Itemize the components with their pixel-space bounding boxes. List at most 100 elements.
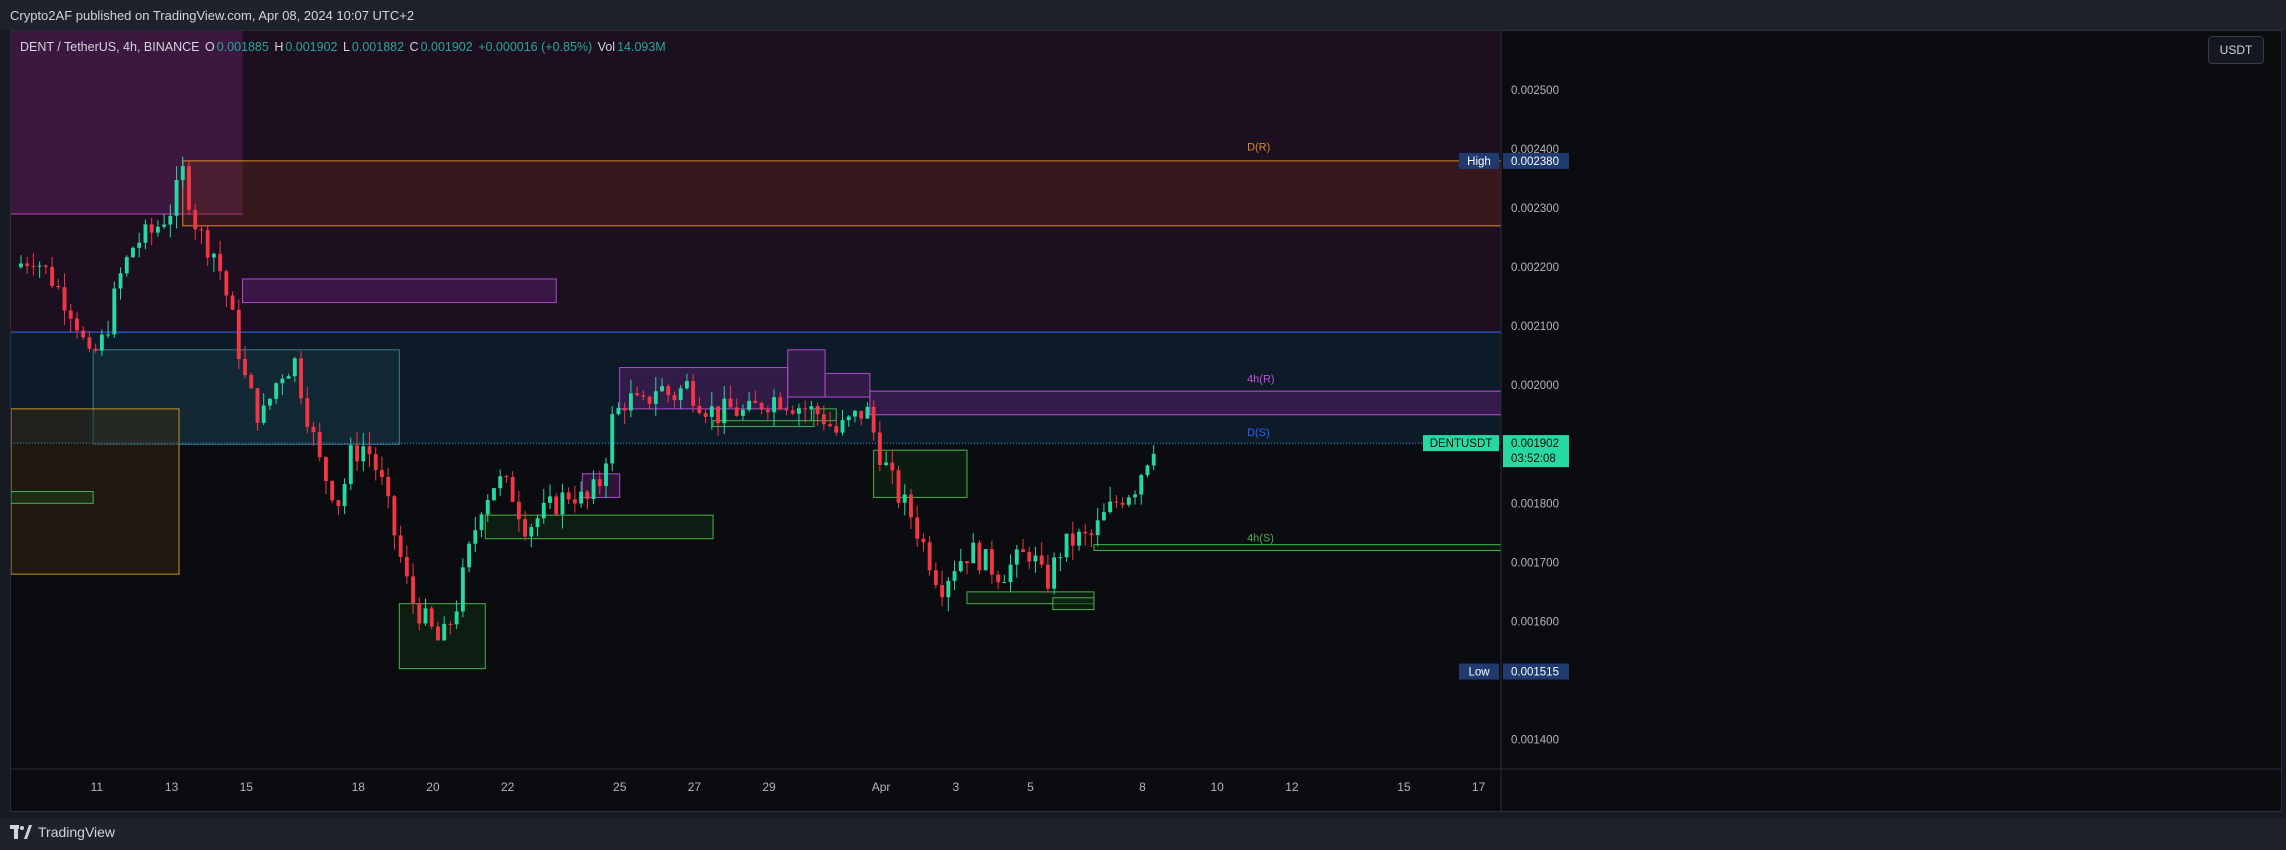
candle-body-17: [124, 257, 129, 274]
candle-body-59: [386, 476, 391, 497]
zone-20: [1093, 544, 1501, 551]
candle-body-9: [75, 318, 79, 331]
candle-body-18: [131, 247, 135, 258]
candle-body-3: [37, 265, 42, 267]
x-tick-label-14: 12: [1285, 780, 1299, 794]
x-tick-label-3: 18: [352, 780, 366, 794]
candle-body-166: [1052, 557, 1057, 589]
candle-body-169: [1070, 533, 1075, 546]
candle-body-138: [877, 432, 882, 465]
legend-open-value: 0.001885: [216, 40, 269, 54]
candle-body-117: [747, 400, 752, 410]
candle-body-106: [678, 388, 683, 401]
candle-body-151: [958, 561, 963, 572]
candle-body-66: [429, 608, 434, 627]
y-tick-label-7: 0.001700: [1511, 557, 1559, 569]
candle-body-28: [193, 209, 198, 230]
candle-body-165: [1045, 564, 1050, 589]
candle-body-150: [952, 571, 957, 581]
candle-body-43: [286, 376, 291, 379]
price-tag-bg-1: [1459, 663, 1499, 680]
price-tag-bg-0: [1459, 152, 1499, 169]
currency-button[interactable]: USDT: [2208, 36, 2264, 64]
candle-body-101: [647, 396, 652, 404]
candlestick-chart[interactable]: D(R)4h(R)D(S)4h(S)0.0025000.0024000.0023…: [11, 31, 2281, 811]
candle-body-100: [641, 395, 646, 397]
x-tick-label-9: Apr: [872, 780, 891, 794]
candle-body-75: [485, 500, 490, 515]
candle-body-5: [50, 266, 55, 287]
legend-open-label: O: [204, 40, 215, 54]
candle-body-103: [660, 386, 664, 392]
candle-body-51: [336, 500, 341, 507]
candle-body-122: [778, 397, 783, 410]
candle-body-173: [1095, 520, 1100, 536]
tradingview-logo[interactable]: TradingView: [10, 824, 115, 840]
candle-body-27: [187, 166, 191, 210]
zone-border-10: [581, 473, 621, 498]
candle-body-74: [479, 514, 484, 531]
candle-body-163: [1033, 555, 1038, 562]
zone-7: [11, 491, 94, 504]
current-price-bg: [1503, 435, 1569, 468]
candle-body-110: [703, 413, 708, 417]
candle-body-181: [1145, 465, 1150, 476]
candle-body-39: [261, 405, 266, 423]
candle-body-105: [672, 395, 677, 401]
x-tick-label-7: 27: [688, 780, 702, 794]
candle-body-161: [1021, 549, 1025, 553]
candle-body-19: [137, 242, 142, 248]
candle-body-58: [380, 470, 384, 477]
x-tick-label-8: 29: [762, 780, 776, 794]
candle-body-128: [815, 406, 820, 415]
candle-body-140: [890, 462, 895, 471]
candle-body-57: [373, 454, 378, 471]
tradingview-logo-text: TradingView: [38, 824, 116, 840]
x-tick-label-11: 5: [1027, 780, 1034, 794]
x-tick-label-10: 3: [952, 780, 959, 794]
candle-body-4: [43, 265, 48, 267]
legend-low-value: 0.001882: [351, 40, 405, 54]
candle-body-55: [361, 446, 366, 462]
zone-18: [966, 591, 1094, 604]
candle-body-145: [921, 538, 926, 543]
candle-body-31: [211, 253, 216, 258]
candle-body-77: [498, 476, 503, 489]
y-tick-label-8: 0.001600: [1511, 616, 1559, 628]
publish-header: Crypto2AF published on TradingView.com, …: [0, 0, 2286, 30]
candle-body-172: [1089, 533, 1094, 536]
candle-body-11: [87, 337, 92, 349]
chart-area[interactable]: D(R) 4h(R) D(S) 4h(S) 0.002500 0.002400 0.0023…: [10, 30, 2282, 812]
zone-border-6: [11, 408, 180, 575]
candle-body-98: [628, 393, 633, 411]
zone-9: [485, 515, 714, 539]
candle-body-120: [765, 409, 770, 413]
zone-2: [182, 160, 1502, 226]
candle-body-134: [853, 410, 857, 417]
zone-13: [825, 373, 870, 398]
zone-annotation-3: 4h(S): [1247, 533, 1274, 545]
candle-body-152: [965, 561, 969, 564]
zone-3: [242, 278, 557, 303]
candle-body-69: [448, 623, 453, 625]
ohlc-legend: DENT / TetherUS, 4h, BINANCE O 0.001885 H…: [20, 40, 668, 54]
candle-body-90: [579, 491, 584, 504]
candle-body-89: [572, 499, 577, 504]
candle-body-179: [1133, 494, 1137, 498]
candle-body-157: [996, 574, 1001, 583]
zone-border-3: [242, 278, 557, 304]
candle-body-104: [666, 386, 671, 396]
x-tick-label-5: 22: [501, 780, 515, 794]
candle-body-94: [604, 463, 608, 487]
zone-border-17: [873, 449, 968, 498]
candle-body-41: [274, 383, 279, 399]
x-tick-label-4: 20: [426, 780, 440, 794]
candle-body-33: [224, 271, 229, 296]
candle-body-97: [622, 407, 627, 411]
zone-17: [873, 450, 967, 498]
y-tick-label-9: 0.001400: [1511, 734, 1559, 746]
price-value-bg-1: [1503, 663, 1569, 680]
legend-change: +0.000016 (+0.85%): [478, 40, 593, 54]
zone-border-7: [11, 491, 94, 504]
candle-body-73: [473, 530, 478, 544]
